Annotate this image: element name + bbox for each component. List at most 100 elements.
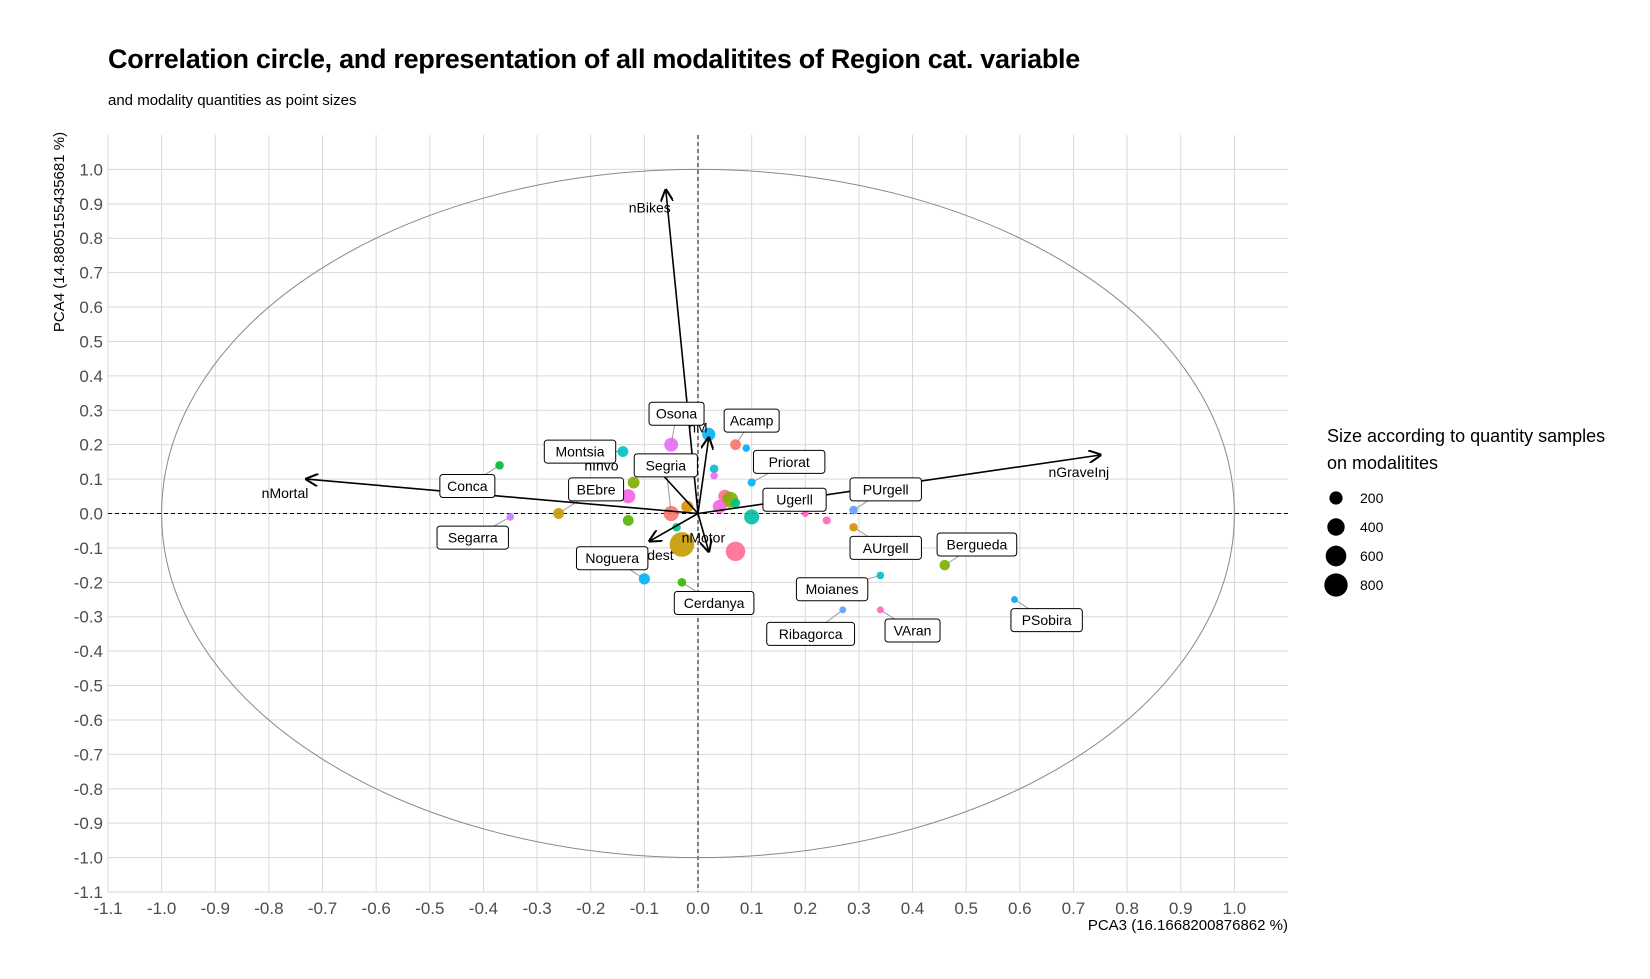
data-point [742,444,751,452]
region-label-text: Montsia [555,444,604,460]
y-tick-label: 1.0 [79,160,103,179]
x-tick-label: -0.1 [630,899,659,918]
data-point [839,606,847,614]
region-label-text: Priorat [769,454,810,470]
region-label-box [633,453,698,478]
y-tick-label: -1.1 [74,883,103,902]
x-tick-label: 0.5 [954,899,978,918]
legend-entry-label: 200 [1360,490,1384,506]
region-label: Noguera [575,546,649,571]
data-point [710,471,718,480]
x-tick-label: 0.0 [686,899,710,918]
region-label: PUrgell [849,477,922,502]
region-label-box [849,477,922,502]
region-label-text: Ugerll [776,492,813,508]
data-point [617,446,629,458]
region-label: Acamp [723,408,780,433]
x-tick-label: 0.8 [1115,899,1139,918]
region-label-text: VAran [894,622,932,638]
region-label: Segarra [436,525,509,550]
region-label: AUrgell [849,535,922,560]
x-axis-title: PCA3 (16.1668200876862 %) [1088,917,1288,934]
region-label: Segria [633,453,698,478]
y-tick-label: 0.7 [79,264,103,283]
x-tick-label: -0.3 [522,899,551,918]
region-label-box [543,439,617,464]
region-label: Priorat [752,449,826,474]
correlation-circle [161,168,1235,859]
region-label: PSobira [1010,608,1083,633]
x-tick-label: 0.1 [740,899,764,918]
region-label: Ribagorca [766,621,856,646]
y-tick-label: -0.5 [74,677,103,696]
y-tick-label: -0.7 [74,745,103,764]
data-point [681,500,694,513]
data-point [506,513,515,521]
arrow-nMotor [697,513,709,552]
x-tick-label: 0.9 [1169,899,1193,918]
arrow-label: nBikes [629,199,671,215]
axes: -1.1 -1.0 -0.9 -0.8 -0.7 -0.6 -0.5 -0.4 -0.3 -0.2… [74,135,1288,918]
legend-entry-label: 800 [1360,577,1384,593]
x-tick-label: 0.7 [1062,899,1086,918]
x-tick-label: 0.2 [793,899,817,918]
legend-entry-label: 600 [1360,548,1384,564]
region-label-text: PUrgell [863,481,909,497]
region-label-text: Moianes [806,581,859,597]
y-tick-label: 0.9 [79,195,103,214]
y-tick-label: -0.1 [74,539,103,558]
y-tick-label: 0.8 [79,229,103,248]
region-label-text: AUrgell [863,540,909,556]
y-tick-label: -0.3 [74,608,103,627]
region-label-box [439,473,496,498]
region-label-text: BEbre [577,481,616,497]
data-point [876,606,884,614]
y-tick-label: -0.2 [74,573,103,592]
region-label-box [575,546,649,571]
data-point [730,439,741,451]
legend-size-key [1324,573,1348,597]
x-tick-label: -0.5 [415,899,444,918]
y-tick-label: 0.1 [79,470,103,489]
arrow-label: nMotor [682,530,726,546]
y-tick-label: 0.3 [79,401,103,420]
x-tick-label: -0.7 [308,899,337,918]
data-point [495,461,504,470]
data-point [638,573,650,585]
data-point [801,510,809,517]
region-labels: Osona Acamp Montsia Priorat Segria Conca BEbre… [436,401,1083,646]
data-point [747,478,756,487]
region-label-text: Ribagorca [779,626,843,642]
data-point [669,532,695,557]
data-point [725,541,746,562]
y-tick-label: 0.4 [79,367,103,386]
data-point [627,476,640,489]
region-label-text: Bergueda [947,536,1008,552]
region-label-text: Osona [656,406,697,422]
region-label-box [723,408,780,433]
y-axis-title: PCA4 (14.8805155435681 %) [51,132,68,332]
data-point [553,508,564,519]
data-point [822,516,831,525]
data-point [677,578,687,587]
region-label-box [673,590,755,615]
data-point [849,522,858,532]
data-point [664,437,679,452]
x-tick-label: 0.4 [901,899,925,918]
data-point [939,559,951,571]
region-label-text: Segarra [448,530,498,546]
legend-title-line2: on modalitites [1327,453,1438,473]
region-label-text: Cerdanya [684,595,745,611]
arrow-dest [650,512,699,542]
region-label-box [648,401,705,426]
region-label-box [936,532,1018,557]
region-label-box [568,477,625,502]
region-label: Bergueda [936,532,1018,557]
y-tick-label: -0.4 [74,642,103,661]
region-label-text: Noguera [585,550,639,566]
region-label: Cerdanya [673,590,755,615]
y-tick-label: 0.5 [79,332,103,351]
arrow-nM [697,438,709,514]
region-label-text: Segria [646,457,687,473]
